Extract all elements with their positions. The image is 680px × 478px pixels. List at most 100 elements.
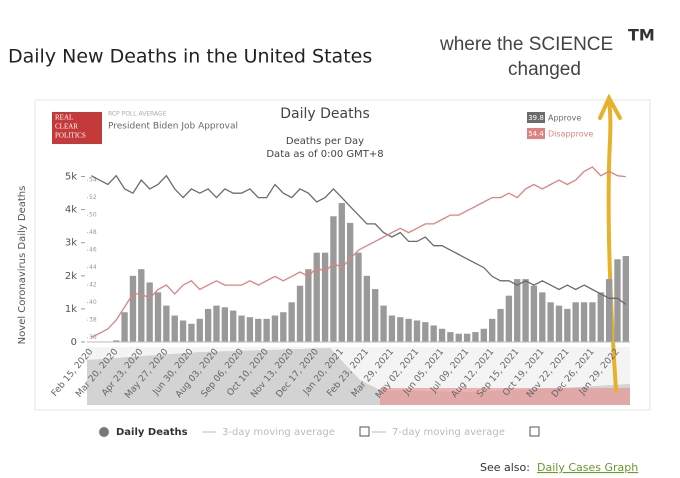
bar [572, 302, 579, 342]
bar [121, 312, 128, 342]
bar [263, 318, 270, 342]
y-tick-label: 0 [71, 337, 77, 348]
bar [397, 317, 404, 342]
annotation-mark: TM [628, 26, 655, 45]
bar [113, 340, 120, 342]
bar [597, 292, 604, 342]
poll-name: President Biden Job Approval [108, 122, 238, 132]
poll-source: RCP POLL AVERAGE [108, 111, 167, 118]
legend-checkbox [359, 426, 370, 437]
legend-item[interactable]: 7-day moving average [372, 426, 540, 438]
bar [188, 323, 195, 342]
bar [497, 308, 504, 342]
bar [338, 203, 345, 342]
y2-tick-label: 52 [89, 194, 97, 201]
legend-marker [99, 427, 109, 437]
bar [355, 252, 362, 342]
navigator-shape [87, 348, 630, 405]
bar [296, 285, 304, 342]
bar [422, 322, 429, 342]
logo-text: CLEAR [55, 123, 78, 131]
y-tick-label: 4k [65, 205, 77, 216]
y2-tick-label: 48 [89, 229, 97, 236]
bar [179, 320, 187, 342]
bar [246, 317, 254, 342]
line [90, 174, 627, 305]
bar [547, 302, 554, 342]
logo [52, 112, 102, 144]
bar [488, 318, 496, 342]
legend-label: Approve [548, 114, 581, 123]
bar [363, 275, 371, 342]
bar [480, 328, 487, 342]
bar [313, 252, 320, 342]
bar [589, 302, 596, 342]
bar [372, 289, 379, 342]
bar [129, 275, 137, 342]
bar [238, 315, 245, 342]
chart-note: Data as of 0:00 GMT+8 [266, 149, 383, 160]
bar [413, 320, 421, 342]
bar [622, 255, 629, 342]
annotation: where the SCIENCE [439, 34, 613, 55]
bar [346, 222, 354, 342]
chart-title: Daily Deaths [280, 106, 370, 122]
y2-tick-label: 54 [89, 177, 97, 184]
legend-item[interactable]: 3-day moving average [202, 426, 370, 438]
bar [171, 315, 178, 342]
y-tick-label: 3k [65, 238, 77, 249]
bar [288, 302, 295, 342]
bar [305, 269, 312, 342]
bar [447, 332, 454, 342]
y2-tick-label: 44 [89, 264, 97, 271]
bar [221, 307, 229, 342]
bar [455, 333, 462, 342]
logo-text: REAL [55, 114, 73, 122]
badge-value: 54.4 [528, 130, 544, 138]
legend-item[interactable]: Daily Deaths [99, 427, 188, 438]
bar [472, 332, 479, 342]
y2-tick-label: 38 [89, 317, 97, 324]
bar [564, 308, 571, 342]
legend-label: 3-day moving average [222, 427, 335, 438]
bar [196, 318, 203, 342]
bar [154, 292, 162, 342]
y2-tick-label: 46 [89, 247, 97, 254]
y2-tick-label: 36 [89, 334, 97, 341]
bar [255, 318, 262, 342]
badge [527, 128, 545, 139]
bar [438, 328, 446, 342]
bar [204, 308, 212, 342]
bar [388, 315, 396, 342]
bar [530, 285, 538, 342]
y2-tick-label: 40 [89, 299, 97, 306]
bar [138, 269, 145, 342]
bar [146, 282, 153, 342]
bar [614, 259, 621, 342]
bar [271, 315, 279, 342]
annotation: changed [508, 59, 581, 80]
page-title: Daily New Deaths in the United States [8, 46, 372, 68]
bar [380, 305, 387, 342]
bar [163, 305, 170, 342]
legend-label: Disapprove [548, 130, 593, 139]
bar [580, 302, 588, 342]
y-tick-label: 2k [65, 271, 77, 282]
y2-tick-label: 50 [89, 212, 97, 219]
y2-tick-label: 42 [89, 282, 97, 289]
bar [605, 279, 613, 342]
bar [522, 279, 529, 342]
chart-subtitle: Deaths per Day [286, 136, 364, 147]
y-axis-label: Novel Coronavirus Daily Deaths [17, 186, 28, 345]
bar [213, 305, 220, 342]
link[interactable]: Daily Cases Graph [537, 461, 638, 474]
logo-text: POLITICS [55, 132, 86, 140]
badge-value: 39.8 [528, 114, 544, 122]
bar [555, 305, 563, 342]
bar [330, 216, 337, 342]
bar [463, 333, 471, 342]
legend-label: Daily Deaths [116, 427, 188, 438]
badge [527, 112, 545, 123]
bar [321, 252, 329, 342]
